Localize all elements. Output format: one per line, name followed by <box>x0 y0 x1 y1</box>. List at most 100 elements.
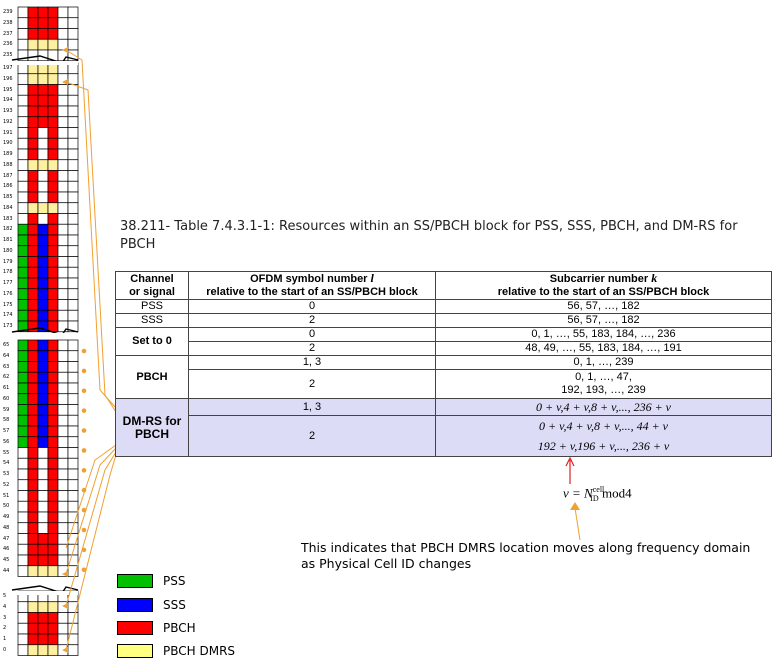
explanation-note: This indicates that PBCH DMRS location m… <box>301 540 751 571</box>
subcarrier-label: 189 <box>3 151 13 157</box>
grid-cell <box>27 213 39 225</box>
grid-cell <box>47 633 59 646</box>
subcarrier-label: 49 <box>3 514 10 520</box>
grid-cell <box>37 94 49 107</box>
grid-cell <box>27 137 39 150</box>
grid-cell <box>37 479 49 491</box>
grid-cell <box>37 148 49 161</box>
grid-cell <box>47 127 59 139</box>
grid-cell <box>37 612 49 624</box>
grid-cell <box>37 309 49 322</box>
grid-cell <box>17 500 29 513</box>
grid-cell <box>37 447 49 459</box>
subcarrier-label: 62 <box>3 374 10 381</box>
grid-cell <box>57 127 69 139</box>
subcarrier-label: 4 <box>3 603 7 610</box>
grid-cell <box>47 468 59 481</box>
grid-cell <box>47 180 59 193</box>
grid-cell <box>27 436 39 448</box>
grid-cell <box>67 468 79 481</box>
grid-cell <box>57 6 69 19</box>
connector-line <box>65 447 117 575</box>
dmrs-marker-dot <box>81 567 87 573</box>
grid-cell <box>47 223 59 236</box>
grid-cell <box>47 522 59 534</box>
connector-line <box>65 454 117 651</box>
pbch-symbol-2: 2 <box>188 369 436 399</box>
grid-cell <box>37 339 49 352</box>
dmrs-marker-dot <box>81 388 87 394</box>
grid-cell <box>47 339 59 352</box>
grid-cell <box>37 565 49 577</box>
grid-cell <box>67 170 79 182</box>
grid-cell <box>27 468 39 481</box>
grid-cell <box>27 84 39 96</box>
grid-cell <box>47 73 59 85</box>
grid-cell <box>57 350 69 362</box>
grid-cell <box>17 404 29 416</box>
grid-cell <box>57 277 69 290</box>
dmrs-symbol-1: 1, 3 <box>188 398 436 416</box>
grid-cell <box>17 191 29 204</box>
grid-cell <box>67 457 79 470</box>
grid-cell <box>17 644 29 656</box>
subcarrier-label: 180 <box>3 247 13 254</box>
subcarrier-label: 183 <box>3 215 13 222</box>
dmrs-subcarrier-1: 0 + v,4 + v,8 + v,..., 236 + v <box>435 398 772 416</box>
subcarrier-label: 44 <box>3 567 10 574</box>
grid-cell <box>37 414 49 427</box>
grid-cell <box>17 148 29 161</box>
dmrs-marker-dot <box>81 468 87 473</box>
grid-cell <box>57 213 69 225</box>
grid-cell <box>47 393 59 405</box>
grid-cell <box>17 479 29 491</box>
grid-cell <box>17 309 29 322</box>
grid-cell <box>37 28 49 40</box>
subcarrier-label: 0 <box>3 646 7 653</box>
grid-cell <box>57 339 69 352</box>
grid-cell <box>37 511 49 524</box>
grid-cell <box>57 522 69 534</box>
grid-cell <box>17 382 29 395</box>
grid-cell <box>17 94 29 107</box>
set0-symbol-1: 0 <box>188 327 436 342</box>
grid-cell <box>37 191 49 204</box>
grid-cell <box>27 309 39 322</box>
subcarrier-label: 52 <box>3 481 10 488</box>
grid-cell <box>47 148 59 161</box>
grid-cell <box>17 223 29 236</box>
grid-cell <box>37 382 49 395</box>
grid-cell <box>17 533 29 545</box>
grid-cell <box>27 245 39 257</box>
subcarrier-label: 197 <box>3 65 13 71</box>
grid-cell <box>67 105 79 118</box>
grid-cell <box>67 320 79 333</box>
grid-cell <box>47 320 59 333</box>
grid-cell <box>27 38 39 51</box>
sss-subcarrier: 56, 57, …, 182 <box>435 313 772 328</box>
subcarrier-label: 185 <box>3 194 13 200</box>
grid-cell <box>67 436 79 448</box>
grid-cell <box>27 49 39 62</box>
grid-cell <box>47 414 59 427</box>
grid-cell <box>27 500 39 513</box>
grid-cell <box>57 554 69 567</box>
grid-cell <box>57 533 69 545</box>
dmrs-marker-dot <box>81 448 87 453</box>
grid-cell <box>47 622 59 635</box>
grid-cell <box>57 84 69 96</box>
grid-cell <box>17 234 29 247</box>
subcarrier-label: 182 <box>3 226 13 233</box>
grid-cell <box>37 361 49 373</box>
grid-cell <box>37 180 49 193</box>
grid-cell <box>37 84 49 96</box>
grid-cell <box>17 180 29 193</box>
grid-cell <box>37 543 49 556</box>
grid-cell <box>57 299 69 311</box>
grid-cell <box>57 511 69 524</box>
grid-cell <box>47 601 59 613</box>
grid-cell <box>67 266 79 279</box>
grid-cell <box>27 159 39 171</box>
dmrs-subcarrier-2b: 192 + v,196 + v,..., 236 + v <box>537 439 670 453</box>
grid-cell <box>27 277 39 290</box>
